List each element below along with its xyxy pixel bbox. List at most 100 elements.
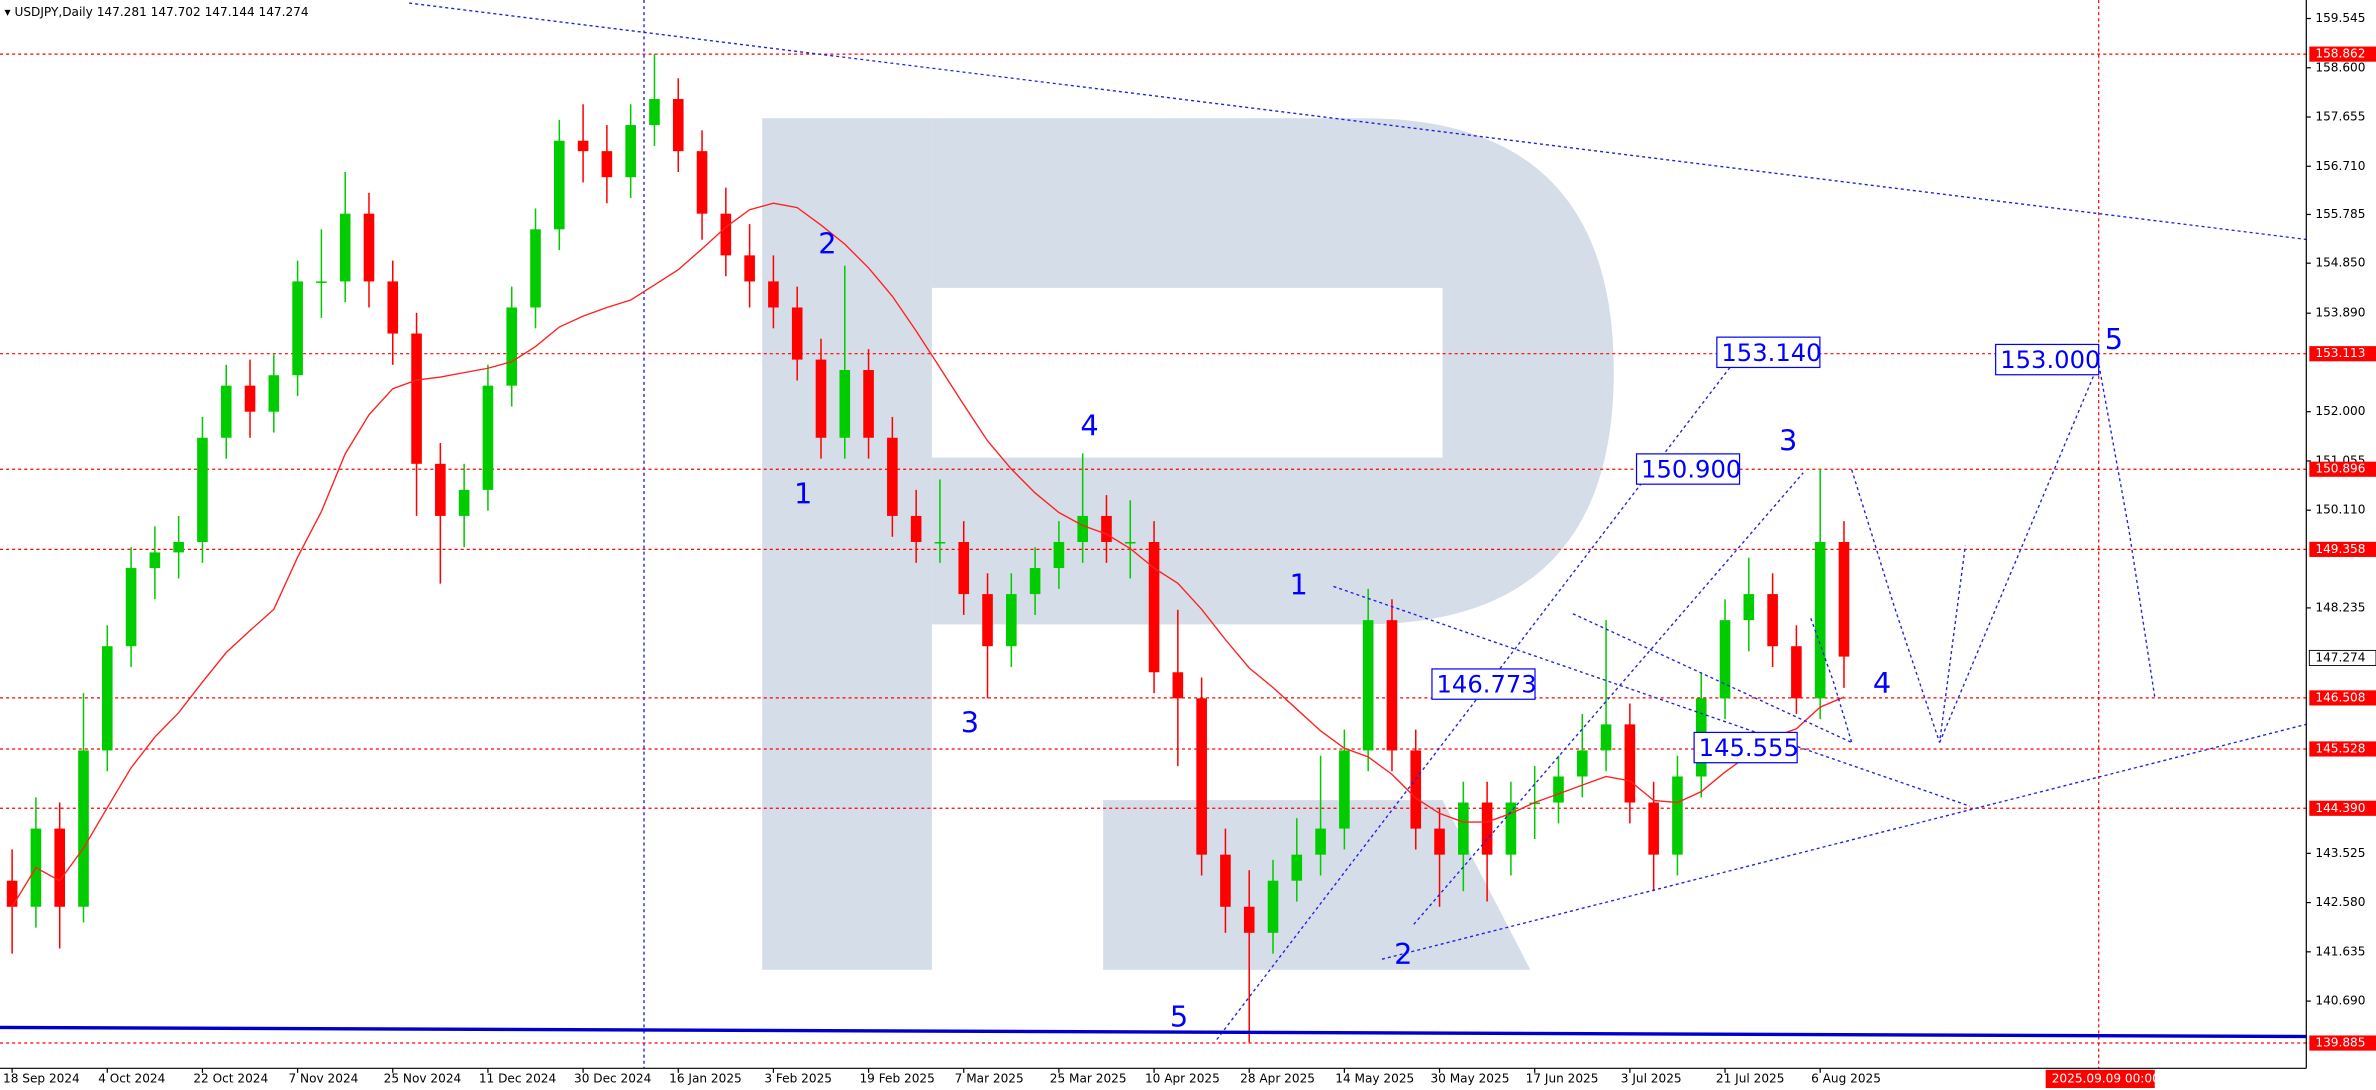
candle-body xyxy=(1838,541,1850,657)
candle-body xyxy=(1029,568,1041,595)
candle-body xyxy=(1791,646,1802,699)
candle-body xyxy=(101,646,113,751)
wave-label: 1 xyxy=(794,477,812,511)
candle-body xyxy=(1624,724,1636,803)
candle-body xyxy=(78,750,89,907)
x-tick-label: 25 Nov 2024 xyxy=(384,1071,462,1085)
level-label: 149.358 xyxy=(2315,542,2365,556)
candle-body xyxy=(553,140,565,230)
candle-body xyxy=(1172,672,1184,699)
candle-body xyxy=(506,307,518,386)
wave-label: 5 xyxy=(2105,322,2123,356)
candle-body xyxy=(54,828,66,907)
target-box xyxy=(1716,336,1821,369)
moving-average xyxy=(11,202,1845,908)
candle-body xyxy=(1529,802,1541,805)
target-box xyxy=(1635,453,1741,485)
candle-body xyxy=(791,307,803,360)
candle-body xyxy=(197,437,208,542)
x-tick-label: 30 May 2025 xyxy=(1430,1071,1509,1085)
candle-body xyxy=(149,552,161,569)
x-tick-label: 14 May 2025 xyxy=(1335,1071,1414,1085)
candle-body xyxy=(482,385,494,490)
candle-body xyxy=(649,99,660,126)
candle-body xyxy=(268,375,280,412)
candle-body xyxy=(1648,802,1659,855)
candle-body xyxy=(1124,541,1136,544)
x-tick-label: 28 Apr 2025 xyxy=(1240,1071,1315,1085)
level-label: 153.113 xyxy=(2315,346,2365,360)
candle-body xyxy=(625,125,636,178)
candle-body xyxy=(244,385,256,412)
candle-body xyxy=(1672,776,1683,855)
candle-body xyxy=(1148,541,1160,673)
wave-label: 4 xyxy=(1873,666,1891,700)
candle-body xyxy=(411,333,422,464)
y-tick-label: 141.635 xyxy=(2315,944,2365,958)
candle-body xyxy=(1814,541,1826,699)
candle-body xyxy=(958,541,970,595)
x-tick-label: 25 Mar 2025 xyxy=(1050,1071,1127,1085)
x-tick-label: 3 Jul 2025 xyxy=(1621,1071,1682,1085)
candle-body xyxy=(1220,854,1231,907)
target-label: 153.000 xyxy=(2000,345,2100,374)
candle-body xyxy=(1719,620,1731,699)
candle-body xyxy=(6,880,18,907)
watermark xyxy=(762,118,1614,970)
target-label: 145.555 xyxy=(1699,733,1799,762)
x-tick-label: 6 Aug 2025 xyxy=(1811,1071,1881,1085)
candle-body xyxy=(1243,906,1255,933)
x-tick-label: 7 Nov 2024 xyxy=(289,1071,359,1085)
candle-body xyxy=(1077,515,1088,542)
candle-body xyxy=(1196,698,1207,855)
y-tick-label: 143.525 xyxy=(2315,846,2365,860)
y-tick-label: 150.110 xyxy=(2315,503,2365,517)
x-tick-label: 17 Jun 2025 xyxy=(1526,1071,1599,1085)
candle-body xyxy=(339,213,351,282)
candle-body xyxy=(1458,802,1469,855)
candle-body xyxy=(768,281,779,308)
candle-body xyxy=(458,489,470,516)
y-tick-label: 140.690 xyxy=(2315,994,2365,1008)
y-tick-label: 148.235 xyxy=(2315,600,2365,614)
candle-body xyxy=(387,281,399,334)
open: 147.281 xyxy=(97,5,147,19)
y-tick-label: 142.580 xyxy=(2315,895,2365,909)
x-tick-label: 16 Jan 2025 xyxy=(669,1071,742,1085)
candle-body xyxy=(934,541,946,544)
level-box xyxy=(2309,461,2376,477)
candle-body xyxy=(435,463,446,516)
wave-label: 4 xyxy=(1080,408,1098,442)
symbol: USDJPY,Daily xyxy=(14,5,92,19)
target-label: 150.900 xyxy=(1641,455,1741,484)
wave-label: 1 xyxy=(1290,567,1308,601)
x-tick-label: 18 Sep 2024 xyxy=(3,1071,80,1085)
level-label: 158.862 xyxy=(2315,47,2365,61)
target-box xyxy=(1431,668,1536,700)
x-tick-label: 30 Dec 2024 xyxy=(574,1071,652,1085)
target-box xyxy=(1995,343,2100,376)
candle-body xyxy=(125,568,137,647)
price-label: 147.274 xyxy=(2315,650,2365,664)
candle-body xyxy=(1576,750,1588,777)
candle-body xyxy=(1434,828,1445,855)
candle-body xyxy=(1291,854,1303,881)
target-label: 153.140 xyxy=(1721,338,1821,367)
candle-body xyxy=(577,140,589,152)
candle-body xyxy=(744,255,755,282)
candle-body xyxy=(1410,750,1422,829)
candle-body xyxy=(1362,620,1374,751)
x-tick-label: 22 Oct 2024 xyxy=(193,1071,268,1085)
candle-body xyxy=(1505,802,1517,855)
low: 147.144 xyxy=(205,5,255,19)
candle-body xyxy=(910,515,922,542)
level-box xyxy=(2309,800,2376,816)
candle-body xyxy=(1267,880,1279,933)
y-tick-label: 154.850 xyxy=(2315,256,2365,270)
candle-body xyxy=(863,370,874,438)
candle-body xyxy=(815,359,827,438)
candle-body xyxy=(1481,802,1493,855)
candle-body xyxy=(173,541,184,553)
candle-body xyxy=(1101,515,1112,542)
